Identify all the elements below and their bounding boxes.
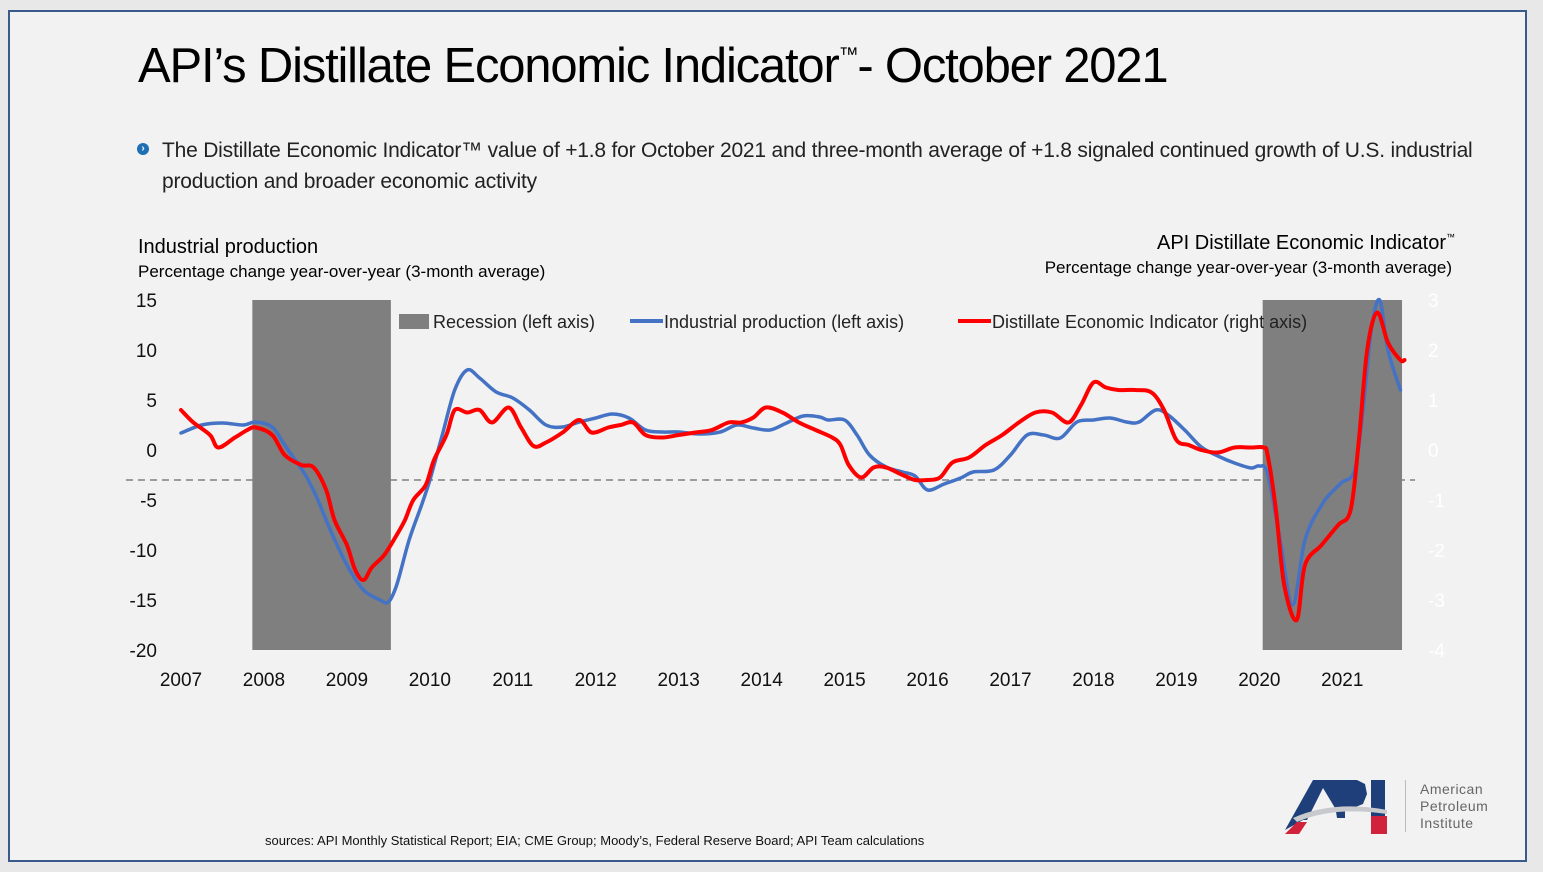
bullet-point: › The Distillate Economic Indicator™ val…: [137, 135, 1497, 197]
logo-red-right: [1371, 816, 1387, 834]
sources-note: sources: API Monthly Statistical Report;…: [265, 833, 925, 848]
legend-swatch-recession: [399, 314, 429, 329]
left-axis-title: Industrial production: [138, 236, 319, 258]
left-tick-label: -5: [140, 491, 157, 512]
right-axis-subtitle: Percentage change year-over-year (3-mont…: [1044, 258, 1452, 277]
x-tick-label: 2014: [741, 670, 784, 691]
logo-swoosh: [1293, 806, 1387, 822]
left-tick-label: 15: [136, 291, 157, 312]
right-tick-label: 0: [1428, 441, 1439, 462]
logo-line-1: American: [1420, 781, 1484, 797]
right-tick-label: 3: [1428, 291, 1439, 312]
logo-letter-p: [1331, 780, 1367, 818]
x-tick-label: 2021: [1321, 670, 1363, 691]
legend-label: Industrial production (left axis): [664, 312, 904, 332]
x-tick-label: 2015: [823, 670, 865, 691]
industrial-production-line: [179, 297, 1403, 607]
chevron-right-circle-icon: ›: [137, 143, 149, 155]
logo-divider: [1405, 780, 1406, 832]
right-tick-label: -2: [1428, 541, 1445, 562]
right-tick-label: 2: [1428, 341, 1439, 362]
x-tick-label: 2018: [1072, 670, 1114, 691]
right-tick-label: 1: [1428, 391, 1439, 412]
x-tick-label: 2008: [243, 670, 285, 691]
left-axis-subtitle: Percentage change year-over-year (3-mont…: [138, 262, 546, 281]
logo-red-left: [1285, 822, 1307, 834]
right-tick-label: -1: [1428, 491, 1445, 512]
right-tick-label: -4: [1428, 641, 1445, 662]
left-tick-label: -10: [130, 541, 157, 562]
recession-bar-2: [1262, 300, 1403, 650]
left-tick-label: 5: [146, 391, 157, 412]
x-tick-label: 2009: [326, 670, 368, 691]
logo-line-3: Institute: [1420, 815, 1474, 831]
logo-line-2: Petroleum: [1420, 798, 1489, 814]
left-tick-label: 0: [146, 441, 157, 462]
legend-label: Distillate Economic Indicator (right axi…: [992, 312, 1307, 332]
x-tick-label: 2019: [1155, 670, 1197, 691]
distillate-indicator-line: [179, 310, 1407, 623]
x-tick-label: 2017: [989, 670, 1031, 691]
x-tick-label: 2013: [658, 670, 700, 691]
right-tick-label: -3: [1428, 591, 1445, 612]
x-tick-label: 2012: [575, 670, 617, 691]
right-axis-title: API Distillate Economic Indicator™: [1156, 232, 1455, 254]
left-tick-label: 10: [136, 341, 157, 362]
legend-label: Recession (left axis): [433, 312, 595, 332]
x-tick-label: 2011: [492, 670, 533, 691]
left-tick-label: -20: [130, 641, 157, 662]
slide-title: API’s Distillate Economic Indicator™- Oc…: [138, 39, 1169, 93]
x-tick-label: 2016: [906, 670, 948, 691]
x-tick-label: 2020: [1238, 670, 1280, 691]
x-tick-label: 2007: [160, 670, 202, 691]
bullet-text: The Distillate Economic Indicator™ value…: [162, 139, 1473, 193]
left-tick-label: -15: [130, 591, 157, 612]
recession-bar-1: [252, 300, 391, 650]
x-tick-label: 2010: [409, 670, 451, 691]
logo-text: American Petroleum Institute: [1420, 781, 1488, 832]
api-logo: [1285, 780, 1387, 834]
